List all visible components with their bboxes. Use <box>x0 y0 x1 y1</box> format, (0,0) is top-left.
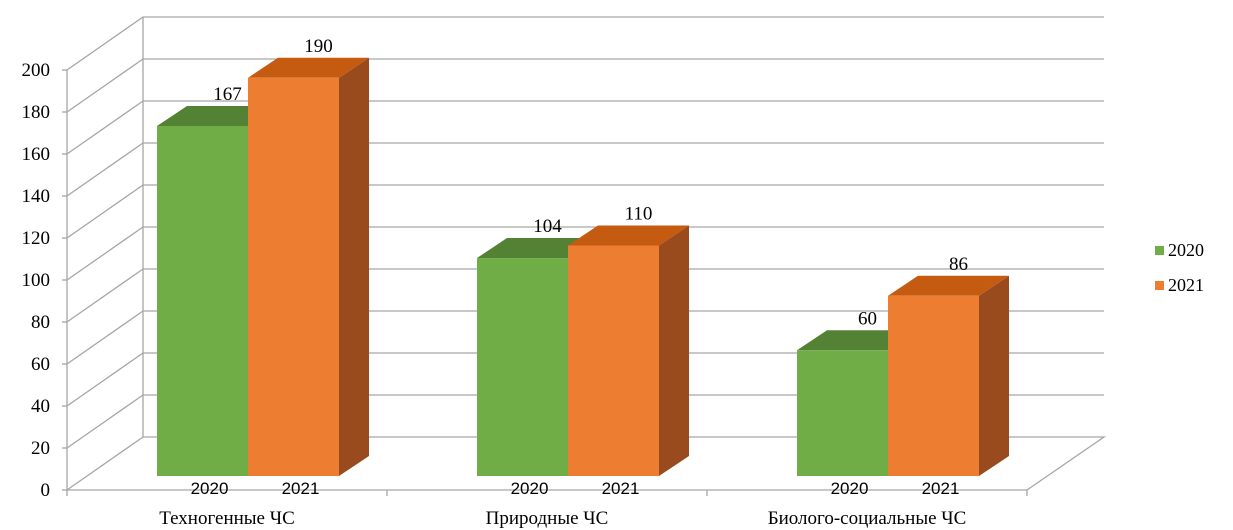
bar-side <box>979 275 1009 476</box>
y-tick-label: 120 <box>22 228 51 249</box>
data-label: 167 <box>213 84 242 105</box>
legend-swatch-2021 <box>1155 281 1164 290</box>
data-label: 110 <box>625 203 653 224</box>
axis-layer: 0 20 40 60 80 100 120 140 160 180 200 <box>22 60 1028 501</box>
bar-year-label: 2021 <box>922 479 960 498</box>
bar-top <box>157 106 278 126</box>
legend-swatch-2020 <box>1155 246 1164 255</box>
labels-layer: 167 2020 190 2021 Техногенные ЧС 104 2020 110 20… <box>159 36 968 529</box>
bar-front <box>888 295 979 476</box>
bar-side <box>339 57 369 476</box>
bars-layer <box>157 57 1009 476</box>
bar-2021-3 <box>888 275 1009 476</box>
data-label: 104 <box>533 216 562 237</box>
bar-front <box>797 350 888 476</box>
bar-2021-1 <box>248 57 369 476</box>
bar-front <box>248 77 339 476</box>
x-tick-label: Природные ЧС <box>486 508 609 529</box>
y-tick-label: 140 <box>22 186 51 207</box>
bar-year-label: 2020 <box>511 479 549 498</box>
y-tick-label: 0 <box>41 480 51 501</box>
bar-year-label: 2020 <box>191 479 229 498</box>
y-tick-label: 180 <box>22 102 51 123</box>
bar-side <box>659 225 689 476</box>
bar-front <box>477 258 568 476</box>
gridline <box>66 16 1104 71</box>
y-tick-label: 80 <box>31 312 50 333</box>
legend-label-2020: 2020 <box>1168 240 1204 260</box>
data-label: 86 <box>949 254 968 275</box>
bar-2021-2 <box>568 225 689 476</box>
y-tick-label: 100 <box>22 270 51 291</box>
bar-year-label: 2021 <box>602 479 640 498</box>
legend-label-2021: 2021 <box>1168 275 1204 295</box>
y-tick-label: 40 <box>31 396 50 417</box>
y-tick-label: 160 <box>22 144 51 165</box>
bar-top <box>568 225 689 246</box>
bar-year-label: 2020 <box>831 479 869 498</box>
y-tick-label: 20 <box>31 438 50 459</box>
data-label: 60 <box>858 308 877 329</box>
bar-year-label: 2021 <box>282 479 320 498</box>
y-tick-label: 200 <box>22 60 51 81</box>
x-tick-label: Биолого-социальные ЧС <box>768 508 967 529</box>
grid-layer <box>66 16 1107 491</box>
bar-front <box>157 126 248 476</box>
x-tick-label: Техногенные ЧС <box>159 508 295 529</box>
y-tick-label: 60 <box>31 354 50 375</box>
bar-top <box>888 275 1009 296</box>
bar-top <box>797 330 918 351</box>
legend: 2020 2021 <box>1155 240 1204 295</box>
bar-top <box>248 57 369 78</box>
bar-front <box>568 245 659 476</box>
data-label: 190 <box>304 36 333 57</box>
bar-top <box>477 238 598 259</box>
